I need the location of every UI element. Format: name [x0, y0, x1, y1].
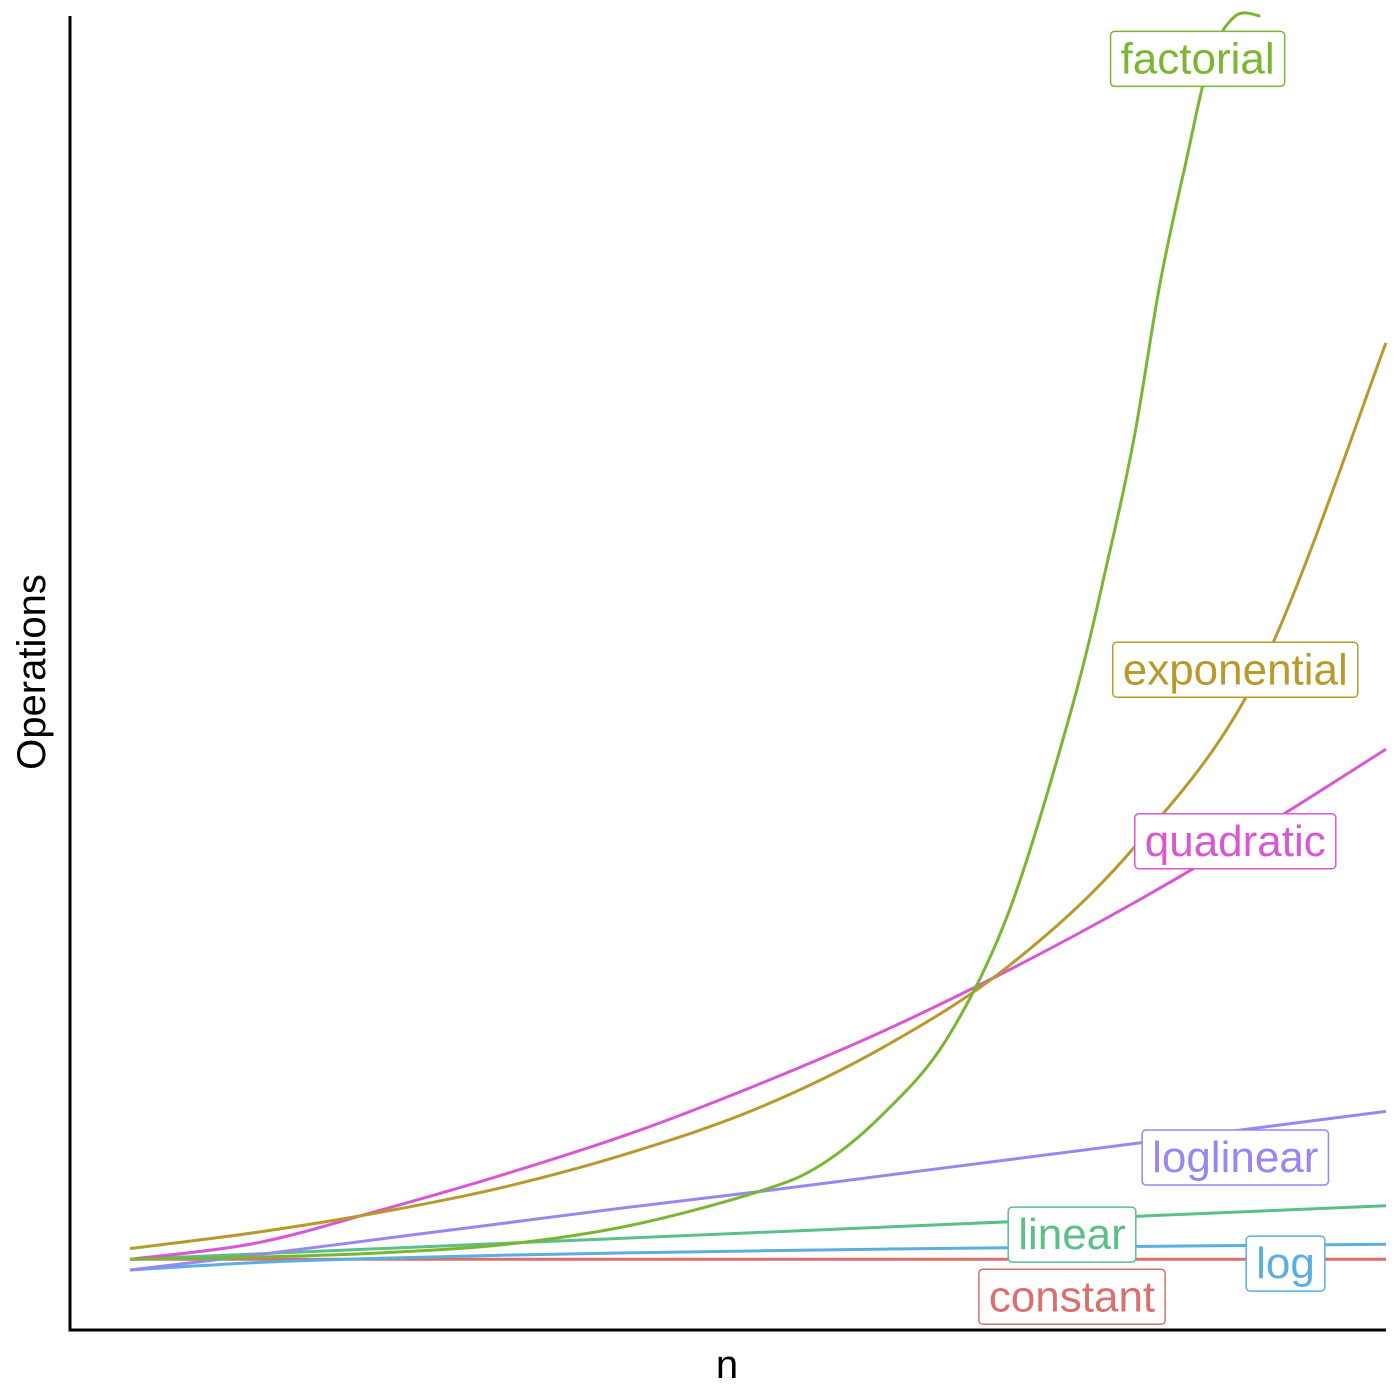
series-label-loglinear: loglinear	[1141, 1129, 1330, 1186]
y-axis-title: Operations	[10, 574, 54, 770]
series-label-box	[1141, 1129, 1330, 1186]
series-label-linear: linear	[1007, 1206, 1137, 1263]
series-label-text: factorial	[1121, 34, 1275, 83]
series-line-quadratic	[129, 747, 1387, 1261]
series-label-box	[1109, 30, 1286, 88]
series-label-box	[1007, 1206, 1137, 1263]
series-label-quadratic: quadratic	[1134, 813, 1337, 870]
series-label-box	[1111, 641, 1359, 699]
series-line-log	[129, 1242, 1387, 1272]
labels-layer: factorial exponential quadratic loglinear li…	[978, 30, 1359, 1326]
series-label-box	[1134, 813, 1337, 870]
series-label-text: quadratic	[1145, 817, 1326, 866]
series-line-factorial	[129, 11, 1261, 1261]
series-line-exponential	[129, 342, 1388, 1251]
series-label-text: log	[1256, 1239, 1315, 1288]
curves-layer	[129, 11, 1388, 1272]
series-label-factorial: factorial	[1109, 30, 1286, 88]
series-label-text: constant	[989, 1272, 1155, 1321]
series-label-box	[1245, 1235, 1326, 1292]
series-label-log: log	[1245, 1235, 1326, 1292]
series-label-text: exponential	[1123, 645, 1348, 694]
series-label-exponential: exponential	[1111, 641, 1359, 699]
series-label-text: linear	[1018, 1210, 1126, 1259]
series-label-box	[978, 1268, 1166, 1326]
series-label-text: loglinear	[1152, 1133, 1318, 1182]
series-label-constant: constant	[978, 1268, 1166, 1326]
x-axis-title: n	[716, 1343, 738, 1387]
